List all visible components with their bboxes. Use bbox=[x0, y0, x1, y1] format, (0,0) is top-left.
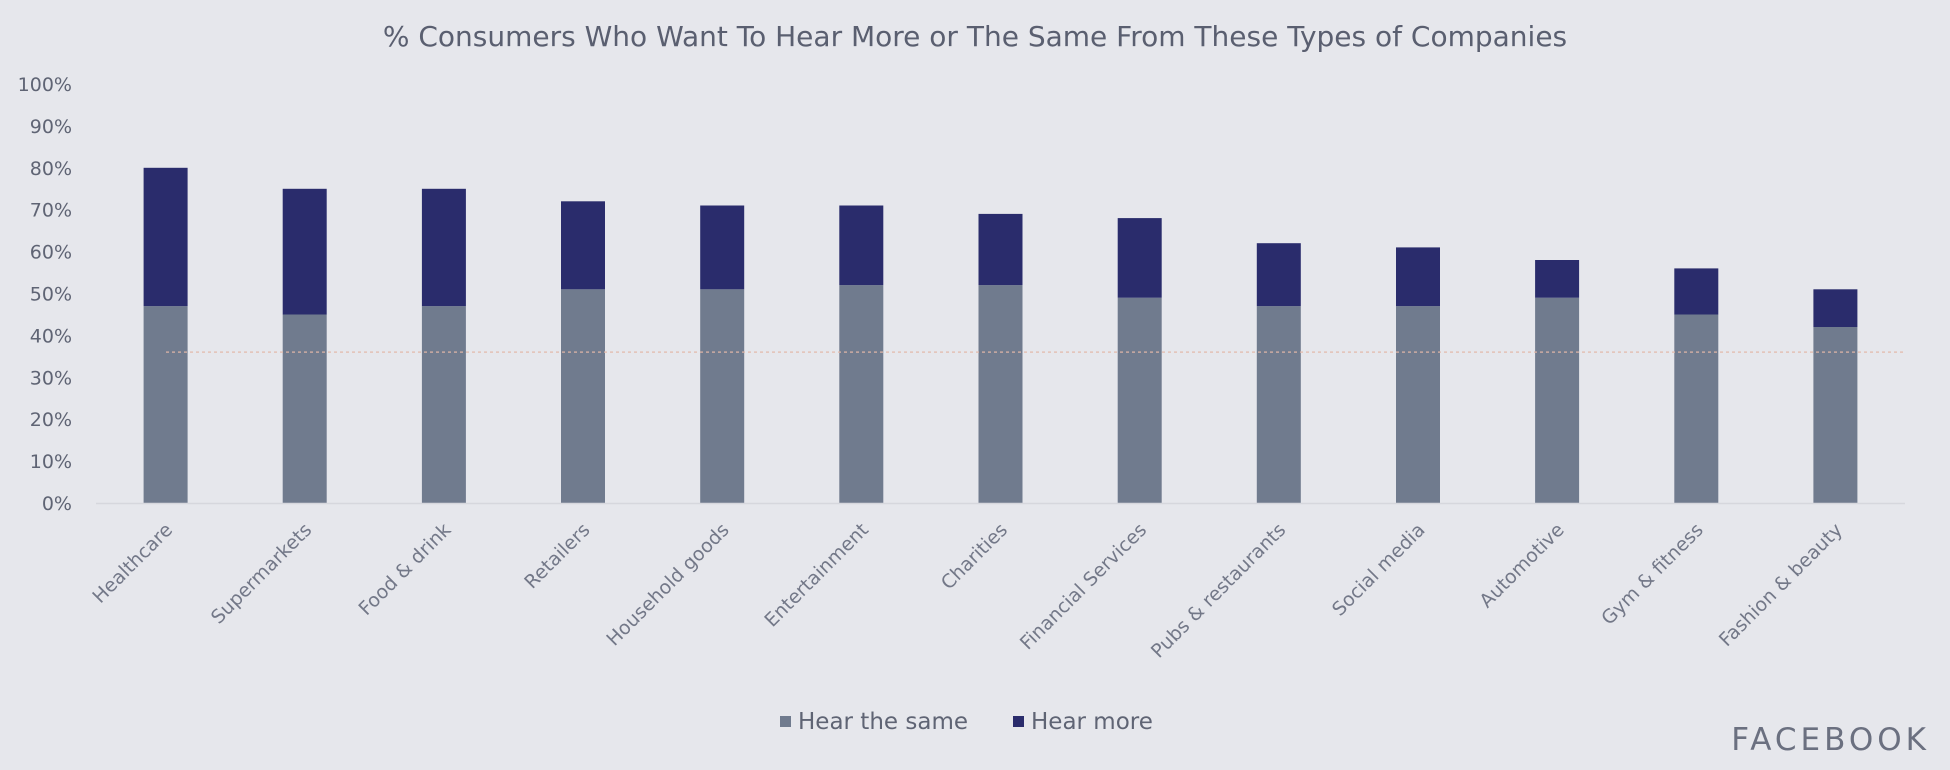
y-tick-label: 100% bbox=[18, 74, 72, 96]
bar-segment-hear-the-same bbox=[1256, 306, 1301, 503]
legend: Hear the same Hear more bbox=[780, 709, 1153, 735]
category-label: Household goods bbox=[602, 519, 733, 650]
bar-segment-hear-the-same bbox=[839, 285, 884, 503]
facebook-logo: FACEBOOK bbox=[1731, 722, 1930, 758]
bar-segment-hear-more bbox=[1813, 289, 1858, 327]
category-label: Healthcare bbox=[88, 519, 177, 608]
category-label: Financial Services bbox=[1016, 519, 1151, 654]
bar-segment-hear-more bbox=[282, 188, 327, 315]
chart-title: % Consumers Who Want To Hear More or The… bbox=[383, 20, 1567, 53]
bar-segment-hear-more bbox=[978, 213, 1023, 286]
bar-segment-hear-the-same bbox=[1396, 306, 1440, 503]
bar-segment-hear-the-same bbox=[1535, 297, 1580, 503]
y-axis: 0% 10% 20% 30% 40% 50% 60% 70% 80% 90% 100% bbox=[18, 74, 72, 515]
bar-segment-hear-the-same bbox=[1117, 297, 1162, 503]
category-label: Fashion & beauty bbox=[1715, 519, 1847, 651]
category-label: Gym & fitness bbox=[1597, 519, 1708, 630]
category-label: Retailers bbox=[520, 519, 594, 593]
bar-segment-hear-the-same bbox=[561, 289, 605, 503]
bar-segment-hear-the-same bbox=[421, 306, 466, 503]
y-tick-label: 20% bbox=[30, 409, 72, 431]
category-label: Food & drink bbox=[355, 519, 456, 620]
bar-segment-hear-more bbox=[1674, 268, 1719, 315]
category-label: Social media bbox=[1328, 519, 1430, 621]
bars bbox=[143, 167, 1905, 503]
y-tick-label: 10% bbox=[30, 451, 72, 473]
y-tick-label: 60% bbox=[30, 242, 72, 264]
y-tick-label: 80% bbox=[30, 158, 72, 180]
category-label: Entertainment bbox=[760, 519, 873, 632]
category-label: Charities bbox=[937, 519, 1012, 594]
bar-segment-hear-more bbox=[561, 201, 605, 290]
x-axis: Healthcare Supermarkets Food & drink Retail… bbox=[88, 502, 1905, 663]
bar-segment-hear-the-same bbox=[978, 285, 1023, 503]
bar-segment-hear-more bbox=[1396, 247, 1440, 307]
bar-segment-hear-the-same bbox=[700, 289, 745, 503]
y-tick-label: 0% bbox=[42, 493, 72, 515]
legend-swatch-hear-the-same bbox=[780, 716, 791, 727]
legend-swatch-hear-more bbox=[1013, 716, 1024, 727]
bar-segment-hear-more bbox=[143, 167, 188, 307]
category-label: Automotive bbox=[1475, 519, 1568, 612]
bar-segment-hear-more bbox=[1535, 260, 1580, 298]
bar-segment-hear-more bbox=[421, 188, 466, 307]
y-tick-label: 50% bbox=[30, 284, 72, 306]
legend-label: Hear more bbox=[1031, 709, 1153, 735]
bar-segment-hear-more bbox=[1117, 218, 1162, 298]
bar-segment-hear-more bbox=[1256, 243, 1301, 307]
y-tick-label: 40% bbox=[30, 325, 72, 347]
bar-segment-hear-more bbox=[839, 205, 884, 286]
bar-segment-hear-more bbox=[700, 205, 745, 290]
y-tick-label: 90% bbox=[30, 116, 72, 138]
y-tick-label: 30% bbox=[30, 367, 72, 389]
bar-segment-hear-the-same bbox=[1813, 327, 1858, 503]
bar-segment-hear-the-same bbox=[1674, 314, 1719, 503]
category-label: Pubs & restaurants bbox=[1147, 519, 1291, 663]
legend-label: Hear the same bbox=[798, 709, 968, 735]
bar-segment-hear-the-same bbox=[282, 314, 327, 503]
category-label: Supermarkets bbox=[207, 519, 316, 628]
bar-segment-hear-the-same bbox=[143, 306, 188, 503]
y-tick-label: 70% bbox=[30, 200, 72, 222]
